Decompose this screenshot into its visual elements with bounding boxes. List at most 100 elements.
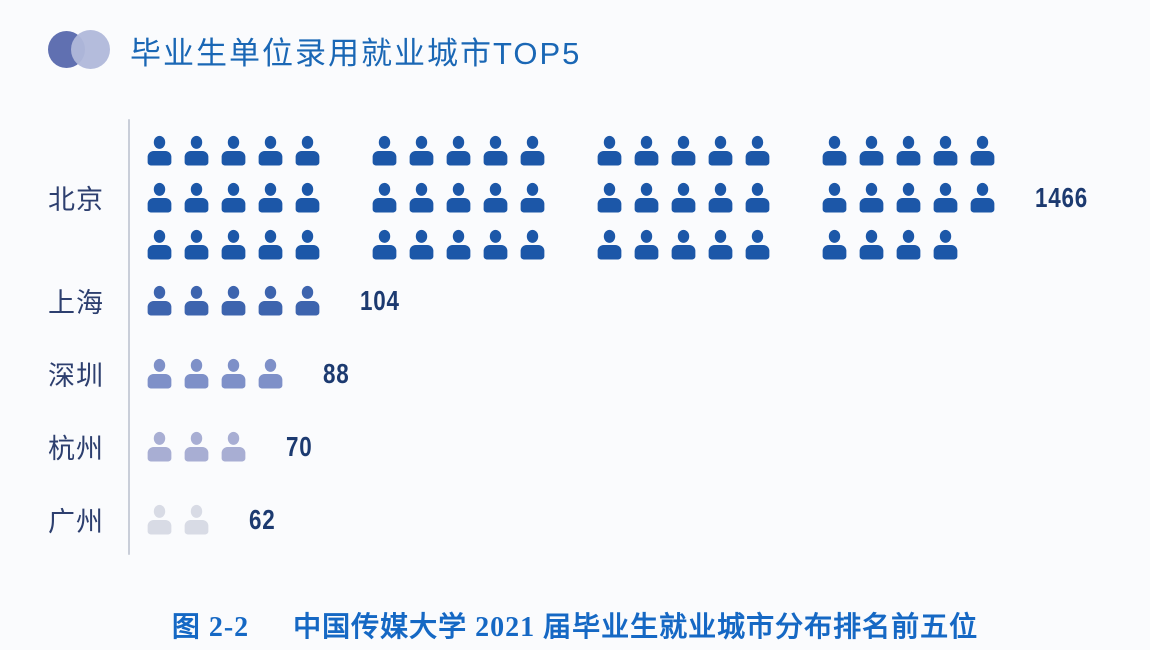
person-icon <box>293 134 322 167</box>
icon-block <box>145 134 997 261</box>
person-icon <box>182 284 211 317</box>
person-icon <box>894 228 923 261</box>
chart-row-5: 广州 62 <box>0 500 1150 539</box>
icon-group <box>145 503 211 536</box>
person-icon <box>407 228 436 261</box>
person-icon <box>743 134 772 167</box>
figure-caption: 图 2-2 中国传媒大学 2021 届毕业生就业城市分布排名前五位 <box>0 605 1150 645</box>
person-icon <box>145 430 174 463</box>
chart-title: 毕业生单位录用就业城市TOP5 <box>130 35 582 71</box>
person-icon <box>968 181 997 214</box>
chart-row-4: 杭州 70 <box>0 427 1150 466</box>
chart-header: 毕业生单位录用就业城市TOP5 <box>0 0 1150 74</box>
person-icon <box>820 181 849 214</box>
person-icon <box>931 228 960 261</box>
person-icon <box>481 228 510 261</box>
icon-group <box>820 228 960 261</box>
person-icon <box>145 503 174 536</box>
icon-group <box>145 357 285 390</box>
icon-group <box>370 228 547 261</box>
person-icon <box>706 134 735 167</box>
value-label: 62 <box>249 503 276 535</box>
icon-row <box>145 503 211 536</box>
person-icon <box>857 181 886 214</box>
icon-row <box>145 181 997 214</box>
logo-right-circle <box>71 30 110 69</box>
chart-row-1: 北京 1466 <box>0 134 1150 261</box>
person-icon <box>669 134 698 167</box>
person-icon <box>219 357 248 390</box>
person-icon <box>256 284 285 317</box>
person-icon <box>293 284 322 317</box>
person-icon <box>182 134 211 167</box>
person-icon <box>931 181 960 214</box>
person-icon <box>518 134 547 167</box>
person-icon <box>370 181 399 214</box>
value-label: 104 <box>360 284 400 316</box>
person-icon <box>894 134 923 167</box>
icon-group <box>145 181 322 214</box>
person-icon <box>256 134 285 167</box>
icon-group <box>820 134 997 167</box>
person-icon <box>632 181 661 214</box>
person-icon <box>145 228 174 261</box>
person-icon <box>931 134 960 167</box>
person-icon <box>182 181 211 214</box>
person-icon <box>293 228 322 261</box>
person-icon <box>256 357 285 390</box>
person-icon <box>595 181 624 214</box>
icon-group <box>145 134 322 167</box>
person-icon <box>857 228 886 261</box>
person-icon <box>444 134 473 167</box>
person-icon <box>820 134 849 167</box>
person-icon <box>145 134 174 167</box>
person-icon <box>219 181 248 214</box>
person-icon <box>182 228 211 261</box>
chart-row-2: 上海 104 <box>0 281 1150 320</box>
icon-group <box>145 284 322 317</box>
person-icon <box>706 181 735 214</box>
axis-line <box>128 119 130 555</box>
person-icon <box>820 228 849 261</box>
icon-row <box>145 134 997 167</box>
person-icon <box>219 430 248 463</box>
icon-group <box>145 430 248 463</box>
person-icon <box>182 430 211 463</box>
person-icon <box>481 181 510 214</box>
person-icon <box>706 228 735 261</box>
figure-caption-text: 中国传媒大学 2021 届毕业生就业城市分布排名前五位 <box>293 612 979 643</box>
figure-label: 图 2-2 <box>171 612 250 643</box>
icon-group <box>820 181 997 214</box>
city-label: 北京 <box>48 185 104 215</box>
icon-row <box>145 284 322 317</box>
icon-group <box>595 181 772 214</box>
person-icon <box>595 228 624 261</box>
icon-row <box>145 357 285 390</box>
city-label: 深圳 <box>48 361 104 391</box>
value-label: 70 <box>286 430 313 462</box>
person-icon <box>182 357 211 390</box>
icon-group <box>145 228 322 261</box>
person-icon <box>219 284 248 317</box>
person-icon <box>145 181 174 214</box>
icon-block <box>145 430 248 463</box>
person-icon <box>256 181 285 214</box>
city-label: 广州 <box>48 507 104 537</box>
icon-group <box>370 181 547 214</box>
icon-block <box>145 284 322 317</box>
person-icon <box>444 181 473 214</box>
value-label: 1466 <box>1035 181 1089 213</box>
person-icon <box>219 228 248 261</box>
person-icon <box>968 134 997 167</box>
overlapping-circles-icon <box>48 30 110 70</box>
person-icon <box>595 134 624 167</box>
city-label: 杭州 <box>48 434 104 464</box>
person-icon <box>481 134 510 167</box>
city-label: 上海 <box>48 288 104 318</box>
person-icon <box>293 181 322 214</box>
person-icon <box>145 284 174 317</box>
person-icon <box>444 228 473 261</box>
person-icon <box>857 134 886 167</box>
pictogram-chart: 北京 1466 上海 104 深圳 88 杭州 70 广州 62 <box>0 119 1150 555</box>
